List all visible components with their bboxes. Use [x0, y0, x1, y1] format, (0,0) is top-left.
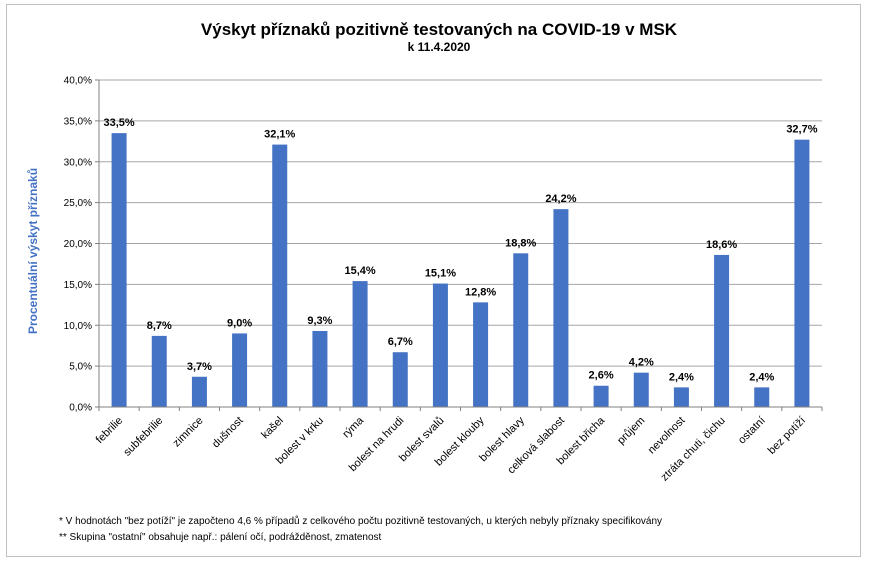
data-label: 24,2% — [545, 193, 576, 205]
data-label: 3,7% — [187, 361, 212, 373]
footnote-1: * V hodnotách "bez potíží" je započteno … — [59, 516, 663, 527]
data-label: 2,4% — [749, 371, 774, 383]
bar — [111, 133, 127, 407]
x-tick-label: rýma — [340, 414, 366, 440]
data-label: 12,8% — [465, 286, 496, 298]
bar-chart: Výskyt příznaků pozitivně testovaných na… — [26, 20, 823, 484]
data-label: 15,1% — [425, 268, 456, 280]
x-tick-label: nevolnost — [646, 415, 688, 457]
x-tick-label: průjem — [615, 415, 647, 447]
x-tick-label: ostatní — [736, 415, 768, 447]
y-axis-label: Procentuální výskyt příznaků — [26, 168, 40, 334]
y-tick-label: 10,0% — [64, 321, 92, 332]
axes — [98, 80, 822, 408]
y-tick-label: 5,0% — [69, 362, 92, 373]
y-tick-label: 20,0% — [64, 239, 92, 250]
data-label: 9,3% — [307, 315, 332, 327]
bar — [392, 352, 408, 407]
bar — [151, 335, 167, 407]
data-label: 9,0% — [227, 317, 252, 329]
chart-subtitle: k 11.4.2020 — [408, 40, 471, 54]
data-label: 15,4% — [344, 265, 375, 277]
data-label: 8,7% — [147, 320, 172, 332]
bar — [794, 139, 810, 408]
bar — [191, 376, 207, 407]
data-label: 6,7% — [388, 336, 413, 348]
x-tick-label: zimnice — [171, 415, 206, 450]
x-tick-label: dušnost — [210, 415, 246, 451]
y-tick-label: 25,0% — [64, 198, 92, 209]
chart-title: Výskyt příznaků pozitivně testovaných na… — [201, 20, 678, 39]
bar — [272, 144, 288, 407]
data-label: 4,2% — [629, 357, 654, 369]
data-label: 2,6% — [589, 370, 614, 382]
y-tick-label: 15,0% — [64, 280, 92, 291]
y-tick-label: 35,0% — [64, 116, 92, 127]
chart-frame: Výskyt příznaků pozitivně testovaných na… — [6, 4, 861, 557]
bar — [352, 281, 368, 407]
gridlines — [99, 79, 822, 367]
footnote-2: ** Skupina "ostatní" obsahuje např.: pál… — [59, 532, 382, 543]
y-axis-ticks: 0,0% 5,0% 10,0% 15,0% 20,0% 25,0% 30,0% 35,0% 40… — [64, 76, 99, 414]
bar — [432, 283, 448, 407]
bar — [553, 209, 569, 407]
data-label: 18,8% — [505, 237, 536, 249]
bar — [593, 385, 609, 407]
data-label: 32,7% — [786, 124, 817, 136]
bars — [111, 133, 810, 408]
data-label: 32,1% — [264, 129, 295, 141]
data-labels: 33,5% 8,7% 3,7% 9,0% 32,1% 9,3% 15,4% 6,7% 15,1%… — [103, 117, 817, 383]
y-tick-label: 40,0% — [64, 76, 92, 87]
x-tick-label: febrilie — [94, 415, 125, 446]
data-label: 33,5% — [103, 117, 134, 129]
bar — [232, 333, 248, 407]
bar — [754, 387, 770, 407]
data-label: 2,4% — [669, 371, 694, 383]
x-tick-label: subfebrilie — [121, 415, 165, 459]
y-tick-label: 0,0% — [69, 403, 92, 414]
x-tick-label: kašel — [259, 415, 286, 442]
bar — [714, 254, 730, 407]
x-tick-label: bez potíží — [766, 415, 808, 457]
bar — [633, 372, 649, 407]
bar — [673, 387, 689, 407]
bar — [473, 302, 489, 407]
data-label: 18,6% — [706, 239, 737, 251]
y-tick-label: 30,0% — [64, 157, 92, 168]
bar — [312, 330, 328, 407]
bar — [513, 253, 529, 407]
